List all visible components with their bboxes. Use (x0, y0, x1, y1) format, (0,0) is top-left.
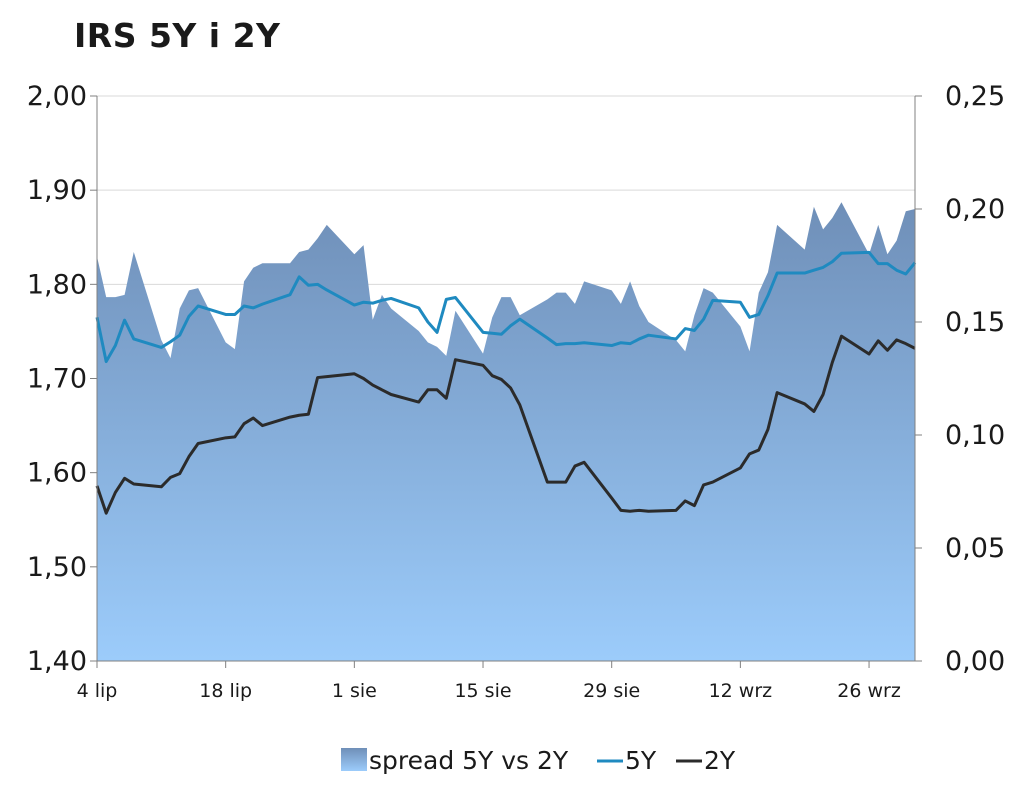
legend-label-5y: 5Y (625, 746, 657, 775)
x-tick-label: 4 lip (77, 680, 118, 702)
y-right-tick-label: 0,10 (945, 420, 1005, 451)
y-left-tick-label: 1,50 (27, 552, 87, 583)
x-tick-label: 1 sie (332, 680, 377, 702)
x-tick-label: 29 sie (583, 680, 640, 702)
y-left-tick-label: 1,70 (27, 364, 87, 395)
y-left-tick-label: 1,40 (27, 646, 87, 677)
line-series-group (95, 250, 917, 515)
y-right-tick-label: 0,05 (945, 533, 1005, 564)
legend-label-spread: spread 5Y vs 2Y (369, 746, 569, 775)
y-left-tick-label: 1,80 (27, 269, 87, 300)
y-right-tick-label: 0,00 (945, 646, 1005, 677)
line-2y (95, 334, 916, 515)
line-5y (95, 250, 917, 364)
axes: 1,40 1,50 1,60 1,70 1,80 1,90 2,00 0,00 0,05 0,10… (27, 81, 1005, 702)
y-left-tick-label: 1,60 (27, 458, 87, 489)
legend: spread 5Y vs 2Y 5Y 2Y (341, 746, 736, 775)
y-right-tick-label: 0,25 (945, 81, 1005, 112)
chart-title: IRS 5Y i 2Y (74, 16, 281, 55)
y-right-tick-label: 0,20 (945, 194, 1005, 225)
spread-area-series (97, 202, 915, 661)
x-tick-label: 15 sie (454, 680, 511, 702)
legend-label-2y: 2Y (704, 746, 736, 775)
y-right-tick-label: 0,15 (945, 307, 1005, 338)
y-left-tick-label: 2,00 (27, 81, 87, 112)
x-tick-label: 12 wrz (709, 680, 773, 702)
spread-area (97, 202, 915, 661)
x-tick-label: 26 wrz (837, 680, 901, 702)
x-tick-label: 18 lip (199, 680, 252, 702)
legend-swatch-spread (341, 748, 367, 771)
y-left-tick-label: 1,90 (27, 175, 87, 206)
